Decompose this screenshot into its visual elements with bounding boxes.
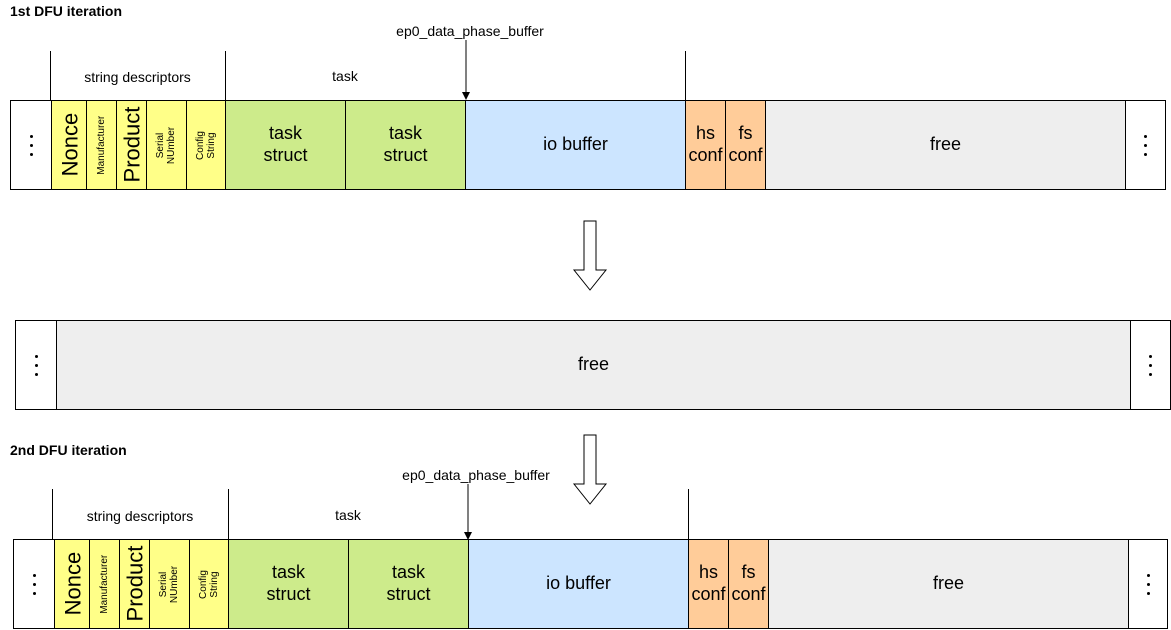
- first-pointer-label: ep0_data_phase_buffer: [396, 23, 544, 39]
- first-free-region: free: [766, 101, 1126, 189]
- first-bracket-left: [50, 51, 51, 100]
- second-fs-line1: fs: [741, 562, 756, 583]
- second-fs-conf: fs conf: [729, 540, 769, 628]
- first-serial-cell: Serial NUmber: [147, 101, 187, 189]
- down-arrow-1: [572, 220, 608, 291]
- second-task-struct-2-line1: task: [391, 562, 425, 583]
- second-task-label: task: [335, 507, 361, 523]
- second-config-line1: Config: [198, 569, 209, 599]
- first-fs-conf: fs conf: [726, 101, 766, 189]
- first-task-struct-2: task struct: [346, 101, 466, 189]
- first-task-struct-2-line2: struct: [383, 145, 428, 165]
- second-task-struct-1: task struct: [229, 540, 349, 628]
- second-free-label: free: [932, 573, 965, 594]
- first-bracket-right: [685, 51, 686, 100]
- second-task-struct-2: task struct: [349, 540, 469, 628]
- middle-free-region: free: [56, 321, 1131, 409]
- down-arrow-2: [572, 434, 608, 505]
- middle-free-label: free: [577, 354, 610, 375]
- middle-memory-bar: free: [15, 320, 1171, 410]
- first-product-label: Product: [119, 107, 145, 183]
- first-config-cell: Config String: [187, 101, 226, 189]
- second-right-ellipsis: [1129, 540, 1167, 628]
- first-hs-line1: hs: [695, 123, 715, 144]
- first-product-cell: Product: [117, 101, 147, 189]
- first-manufacturer-label: Manufacturer: [95, 115, 107, 175]
- first-config-line1: Config: [195, 130, 206, 160]
- first-io-buffer-label: io buffer: [543, 134, 608, 155]
- first-nonce-cell: Nonce: [51, 101, 87, 189]
- second-io-buffer-label: io buffer: [546, 573, 611, 594]
- first-string-descriptors-label: string descriptors: [84, 69, 191, 85]
- second-serial-line2: NUmber: [168, 565, 180, 603]
- first-iteration-title: 1st DFU iteration: [10, 3, 123, 19]
- first-manufacturer-cell: Manufacturer: [87, 101, 117, 189]
- second-task-struct-1-line1: task: [271, 562, 305, 583]
- middle-left-ellipsis: [16, 321, 56, 409]
- first-fs-line1: fs: [738, 123, 753, 144]
- first-hs-line2: conf: [688, 145, 723, 165]
- second-memory-bar: Nonce Manufacturer Product Serial NUmber …: [13, 539, 1168, 629]
- second-string-descriptors-label: string descriptors: [86, 508, 194, 524]
- second-hs-line2: conf: [691, 584, 726, 604]
- first-right-ellipsis: [1126, 101, 1165, 189]
- first-config-line2: String: [205, 131, 217, 159]
- second-pointer-arrow: [464, 484, 472, 540]
- second-fs-line2: conf: [731, 584, 766, 604]
- second-serial-cell: Serial NUmber: [150, 540, 190, 628]
- second-task-struct-1-line2: struct: [266, 584, 311, 604]
- second-config-line2: String: [208, 570, 220, 598]
- second-manufacturer-cell: Manufacturer: [90, 540, 120, 628]
- first-task-struct-1-line2: struct: [263, 145, 308, 165]
- second-hs-line1: hs: [698, 562, 718, 583]
- first-fs-line2: conf: [728, 145, 763, 165]
- first-nonce-label: Nonce: [57, 113, 83, 177]
- second-left-ellipsis: [14, 540, 54, 628]
- second-product-cell: Product: [120, 540, 150, 628]
- second-pointer-label: ep0_data_phase_buffer: [402, 467, 550, 483]
- second-task-struct-2-line2: struct: [386, 584, 431, 604]
- second-bracket-mid: [228, 489, 229, 540]
- first-hs-conf: hs conf: [686, 101, 726, 189]
- first-serial-line2: NUmber: [165, 126, 177, 164]
- second-hs-conf: hs conf: [689, 540, 729, 628]
- middle-right-ellipsis: [1131, 321, 1170, 409]
- first-free-label: free: [929, 134, 962, 155]
- first-pointer-arrow: [462, 40, 470, 100]
- second-nonce-cell: Nonce: [54, 540, 90, 628]
- second-config-cell: Config String: [190, 540, 229, 628]
- second-free-region: free: [769, 540, 1129, 628]
- first-task-struct-1: task struct: [226, 101, 346, 189]
- second-bracket-right: [688, 489, 689, 540]
- second-io-buffer: io buffer: [469, 540, 689, 628]
- first-task-struct-1-line1: task: [268, 123, 302, 144]
- second-bracket-left: [52, 489, 53, 540]
- second-manufacturer-label: Manufacturer: [98, 554, 110, 614]
- first-memory-bar: Nonce Manufacturer Product Serial NUmber …: [10, 100, 1166, 190]
- first-left-ellipsis: [11, 101, 51, 189]
- second-nonce-label: Nonce: [60, 552, 86, 616]
- first-task-struct-2-line1: task: [388, 123, 422, 144]
- second-iteration-title: 2nd DFU iteration: [10, 442, 127, 458]
- first-bracket-mid: [225, 51, 226, 100]
- first-task-label: task: [332, 68, 358, 84]
- first-io-buffer: io buffer: [466, 101, 686, 189]
- second-product-label: Product: [122, 546, 148, 622]
